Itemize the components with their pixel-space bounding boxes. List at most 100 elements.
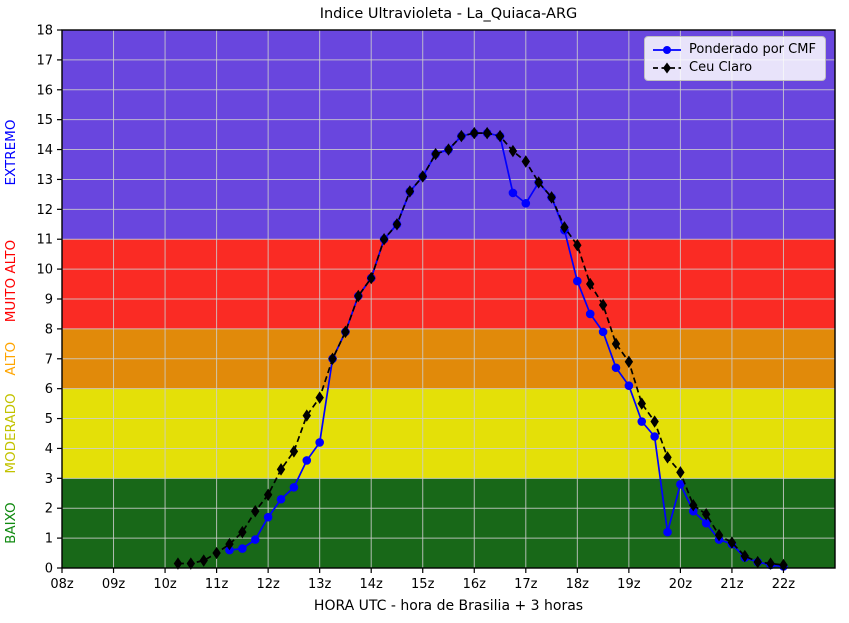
marker-ceu-claro (276, 463, 286, 476)
marker-ceu-claro (212, 546, 221, 560)
band-label-muito-alto: MUITO ALTO (3, 240, 19, 322)
x-axis-label: HORA UTC - hora de Brasilia + 3 horas (313, 598, 584, 614)
marker-ponderado-por-cmf (573, 276, 582, 286)
marker-ceu-claro (560, 221, 569, 234)
marker-ceu-claro (586, 277, 595, 291)
marker-ceu-claro (315, 391, 324, 404)
marker-ponderado-por-cmf (521, 199, 531, 208)
x-tick-label-09z: 09z (102, 577, 126, 592)
y-tick-label-7: 7 (45, 352, 53, 367)
y-tick-label-11: 11 (36, 233, 53, 248)
x-tick-label-16z: 16z (463, 577, 487, 592)
marker-ceu-claro (251, 505, 260, 518)
marker-ceu-claro (753, 555, 762, 569)
chart-title: Indice Ultravioleta - La_Quiaca-ARG (319, 6, 578, 22)
y-tick-label-14: 14 (36, 143, 53, 158)
marker-ponderado-por-cmf (663, 527, 672, 537)
x-tick-label-17z: 17z (514, 577, 538, 592)
marker-ponderado-por-cmf (289, 483, 299, 492)
marker-ponderado-por-cmf (676, 480, 685, 489)
marker-ceu-claro (238, 525, 247, 539)
marker-ceu-claro (225, 537, 234, 551)
x-tick-label-14z: 14z (360, 577, 384, 592)
y-tick-label-9: 9 (45, 293, 53, 308)
x-tick-label-11z: 11z (205, 577, 229, 592)
marker-ponderado-por-cmf (508, 188, 518, 198)
marker-ponderado-por-cmf (276, 494, 286, 504)
marker-ceu-claro (521, 155, 530, 168)
y-tick-label-13: 13 (36, 173, 53, 188)
y-tick-label-2: 2 (45, 502, 53, 517)
marker-ceu-claro (354, 289, 363, 303)
marker-ceu-claro (676, 466, 685, 479)
marker-ceu-claro (379, 233, 389, 246)
marker-ceu-claro (263, 488, 273, 501)
legend: Ponderado por CMF Ceu Claro (644, 36, 826, 81)
legend-line-circle-icon (653, 45, 681, 54)
marker-ceu-claro (637, 397, 646, 410)
legend-dashed-diamond-icon (653, 62, 681, 73)
y-tick-label-16: 16 (36, 83, 53, 98)
band-label-extremo: EXTREMO (3, 120, 19, 186)
marker-ponderado-por-cmf (611, 363, 621, 373)
marker-ceu-claro (444, 143, 453, 156)
y-tick-label-1: 1 (45, 532, 53, 547)
x-tick-label-08z: 08z (50, 577, 74, 592)
marker-ponderado-por-cmf (238, 544, 247, 553)
marker-ponderado-por-cmf (250, 535, 260, 544)
legend-label-ceu-claro: Ceu Claro (689, 60, 753, 75)
marker-ceu-claro (598, 298, 608, 312)
band-muito-alto (62, 239, 835, 329)
marker-ceu-claro (534, 176, 543, 189)
marker-ceu-claro (431, 147, 440, 161)
marker-ceu-claro (650, 415, 659, 428)
y-tick-label-12: 12 (36, 203, 53, 218)
y-tick-label-17: 17 (36, 53, 53, 68)
marker-ceu-claro (199, 554, 208, 567)
marker-ceu-claro (367, 271, 376, 285)
marker-ceu-claro (573, 239, 582, 252)
x-tick-label-15z: 15z (411, 577, 435, 592)
marker-ponderado-por-cmf (624, 381, 634, 390)
marker-ceu-claro (508, 144, 518, 158)
band-label-moderado: MODERADO (3, 393, 19, 473)
marker-ceu-claro (624, 355, 634, 368)
marker-ponderado-por-cmf (598, 327, 608, 337)
marker-ponderado-por-cmf (637, 417, 647, 426)
band-baixo (62, 478, 835, 568)
y-tick-label-18: 18 (36, 24, 53, 39)
y-tick-label-6: 6 (45, 382, 53, 397)
marker-ceu-claro (547, 191, 556, 204)
x-tick-label-20z: 20z (669, 577, 693, 592)
marker-ponderado-por-cmf (263, 512, 273, 522)
band-label-alto: ALTO (3, 342, 19, 376)
y-tick-label-3: 3 (45, 472, 53, 487)
marker-ceu-claro (740, 549, 750, 563)
marker-ceu-claro (727, 536, 737, 549)
x-tick-label-13z: 13z (308, 577, 332, 592)
x-tick-label-19z: 19z (617, 577, 641, 592)
marker-ceu-claro (663, 451, 672, 464)
marker-ceu-claro (482, 126, 492, 140)
y-tick-label-8: 8 (45, 322, 53, 337)
marker-ceu-claro (714, 528, 724, 542)
legend-item-ponderado: Ponderado por CMF (652, 42, 816, 57)
y-tick-label-4: 4 (45, 442, 53, 457)
band-moderado (62, 388, 835, 479)
legend-item-ceu-claro: Ceu Claro (652, 60, 816, 75)
marker-ceu-claro (289, 445, 299, 458)
x-tick-label-21z: 21z (720, 577, 744, 592)
marker-ponderado-por-cmf (585, 309, 595, 319)
marker-ponderado-por-cmf (315, 438, 324, 447)
marker-ceu-claro (495, 129, 505, 143)
band-label-baixo: BAIXO (3, 502, 19, 544)
y-tick-label-0: 0 (45, 562, 53, 577)
marker-ceu-claro (392, 218, 402, 231)
y-tick-label-10: 10 (36, 263, 53, 278)
x-tick-label-12z: 12z (256, 577, 280, 592)
marker-ceu-claro (302, 409, 311, 422)
marker-ceu-claro (470, 126, 479, 140)
marker-ceu-claro (611, 337, 621, 351)
